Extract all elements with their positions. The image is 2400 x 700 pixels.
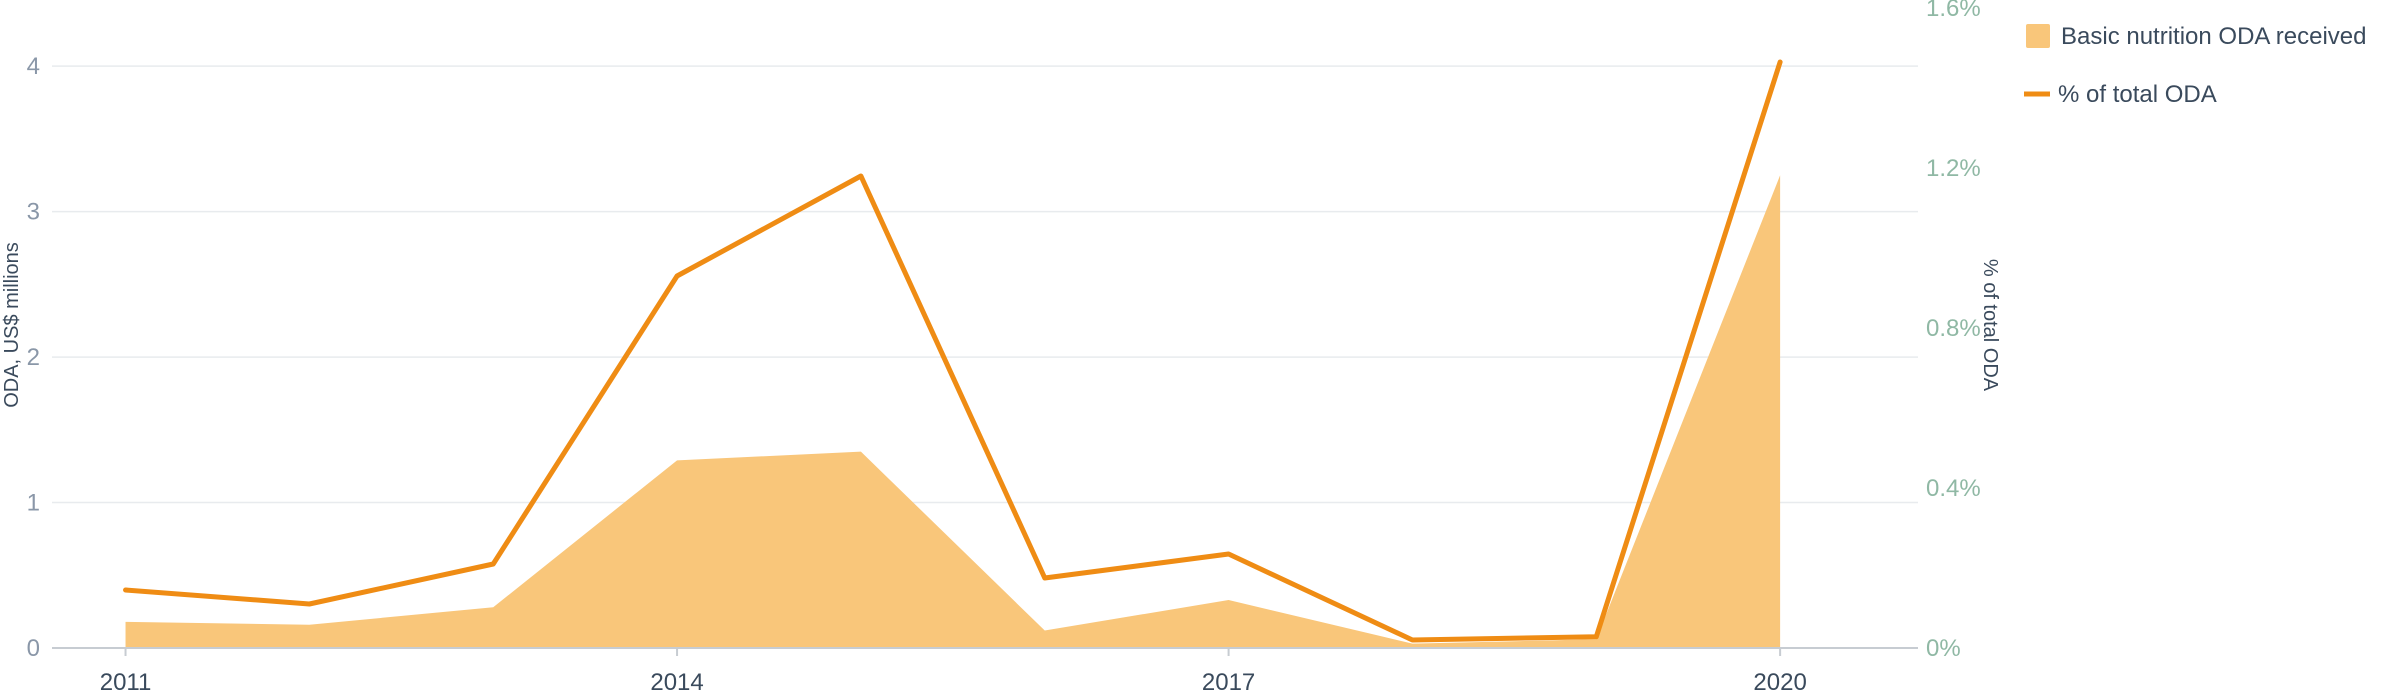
right-tick-label: 0.4% xyxy=(1926,475,1981,502)
x-tick-label: 2017 xyxy=(1202,669,1255,696)
right-tick-label: 0.8% xyxy=(1926,315,1981,342)
right-tick-label: 1.2% xyxy=(1926,155,1981,182)
legend-label-area: Basic nutrition ODA received xyxy=(2061,23,2366,50)
legend-swatch-area xyxy=(2026,24,2050,48)
left-tick-label: 1 xyxy=(27,490,40,517)
x-tick-label: 2014 xyxy=(650,669,703,696)
line-series-layer xyxy=(123,59,1783,643)
gridlines xyxy=(52,65,1918,504)
area-series-layer xyxy=(125,175,1781,649)
line-percent-of-total-oda xyxy=(123,59,1783,643)
left-tick-label: 0 xyxy=(27,635,40,662)
x-axis-ticks: 2011 2014 2017 2020 xyxy=(100,648,1807,696)
left-tick-label: 3 xyxy=(27,199,40,226)
left-axis-ticks: 0 1 2 3 4 xyxy=(27,53,40,662)
left-tick-label: 2 xyxy=(27,344,40,371)
legend: Basic nutrition ODA received % of total … xyxy=(2024,23,2366,108)
right-tick-label: 0% xyxy=(1926,635,1961,662)
right-tick-label: 1.6% xyxy=(1926,0,1981,22)
legend-label-line: % of total ODA xyxy=(2058,81,2217,108)
left-tick-label: 4 xyxy=(27,53,40,80)
x-tick-label: 2011 xyxy=(100,669,152,696)
x-tick-label: 2020 xyxy=(1753,669,1806,696)
y-axis-right-title: % of total ODA xyxy=(1979,259,2001,392)
y-axis-left-title: ODA, US$ millions xyxy=(1,242,23,408)
right-axis-ticks: 0% 0.4% 0.8% 1.2% 1.6% xyxy=(1926,0,1981,662)
area-basic-nutrition-oda xyxy=(125,175,1781,649)
